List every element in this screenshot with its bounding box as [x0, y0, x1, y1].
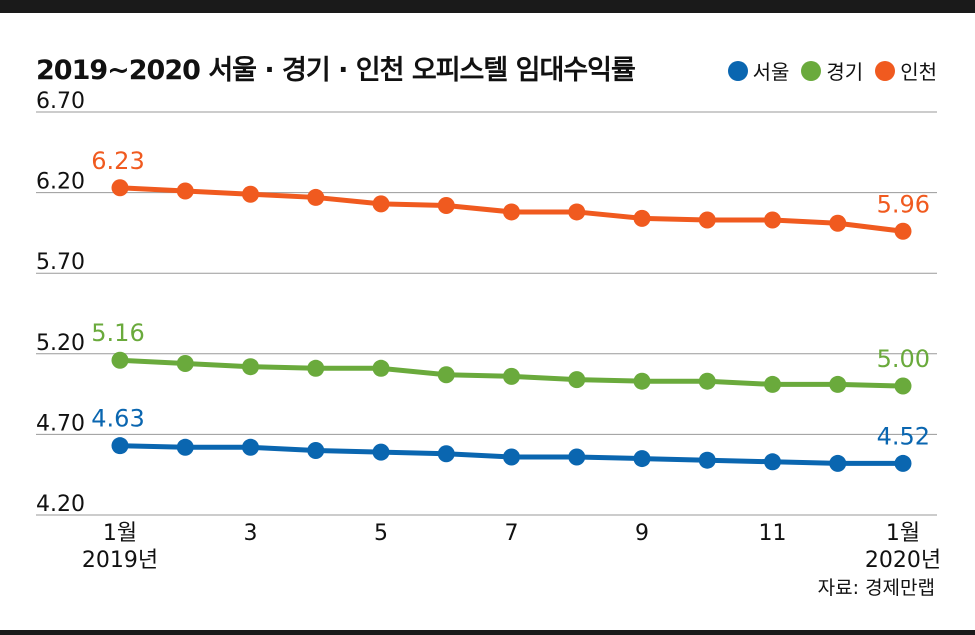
data-point — [764, 453, 781, 471]
y-tick-label: 4.70 — [36, 411, 85, 436]
x-tick-label: 1월 — [103, 521, 137, 546]
legend-item-seoul: 서울 — [727, 56, 790, 85]
data-point — [568, 371, 586, 389]
data-point — [568, 448, 586, 466]
x-tick-label: 7 — [505, 521, 519, 546]
y-tick-label: 6.70 — [36, 89, 85, 114]
legend-item-incheon: 인천 — [875, 56, 937, 85]
data-point — [242, 358, 259, 376]
source-note: 자료: 경제만랩 — [817, 577, 935, 599]
legend-label-gyeonggi: 경기 — [826, 60, 864, 84]
top-bar — [0, 0, 975, 13]
legend-label-seoul: 서울 — [752, 60, 790, 84]
legend-dot-incheon — [875, 60, 896, 81]
data-point — [633, 450, 651, 468]
bottom-rule — [0, 630, 975, 635]
y-tick-label: 5.70 — [36, 250, 85, 275]
data-label: 4.63 — [91, 405, 144, 433]
data-point — [437, 366, 455, 384]
x-tick-label: 2019년 — [82, 548, 158, 573]
x-tick-label: 1월 — [886, 521, 920, 546]
data-point — [372, 359, 390, 377]
data-point — [176, 354, 194, 372]
x-tick-label: 11 — [759, 521, 787, 546]
data-point — [698, 451, 716, 469]
data-point — [372, 443, 390, 461]
legend-dot-seoul — [727, 60, 748, 81]
data-point — [503, 367, 520, 385]
data-point — [894, 454, 912, 472]
data-label: 5.96 — [877, 190, 930, 218]
data-point — [894, 222, 912, 240]
data-label: 5.00 — [877, 345, 930, 373]
data-label: 4.52 — [877, 422, 930, 450]
data-label: 5.16 — [91, 319, 144, 347]
legend: 서울 경기 인천 — [727, 56, 937, 85]
y-tick-label: 4.20 — [36, 492, 85, 517]
data-point — [437, 445, 455, 463]
data-point — [242, 185, 259, 203]
data-point — [307, 359, 325, 377]
data-point — [111, 437, 129, 455]
y-tick-label: 5.20 — [36, 331, 85, 356]
data-point — [829, 214, 847, 232]
legend-dot-gyeonggi — [801, 60, 822, 81]
data-point — [437, 196, 455, 214]
y-tick-label: 6.20 — [36, 170, 85, 195]
data-point — [307, 442, 325, 460]
data-point — [764, 211, 781, 229]
data-point — [242, 438, 259, 456]
data-point — [503, 203, 520, 221]
data-point — [829, 454, 847, 472]
chart-title: 2019~2020 서울 · 경기 · 인천 오피스텔 임대수익률 — [36, 55, 636, 86]
data-point — [372, 195, 390, 213]
data-point — [698, 211, 716, 229]
x-tick-label: 2020년 — [865, 548, 941, 573]
x-tick-label: 9 — [635, 521, 649, 546]
legend-item-gyeonggi: 경기 — [801, 56, 863, 85]
data-point — [176, 182, 194, 200]
data-point — [176, 438, 194, 456]
data-point — [894, 377, 912, 395]
data-point — [764, 375, 781, 393]
x-tick-label: 5 — [374, 521, 388, 546]
data-point — [633, 209, 651, 227]
data-point — [633, 372, 651, 390]
data-label: 6.23 — [91, 147, 144, 175]
data-point — [111, 351, 129, 369]
data-point — [111, 179, 129, 197]
x-tick-label: 3 — [244, 521, 258, 546]
data-point — [503, 448, 520, 466]
legend-label-incheon: 인천 — [900, 60, 937, 84]
data-point — [568, 203, 586, 221]
data-point — [698, 372, 716, 390]
data-point — [829, 375, 847, 393]
data-point — [307, 188, 325, 206]
